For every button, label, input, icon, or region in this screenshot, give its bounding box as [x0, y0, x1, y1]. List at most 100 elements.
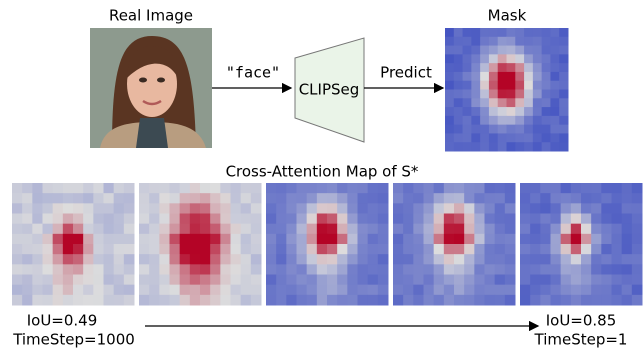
heat-cell [495, 234, 506, 245]
heat-cell [489, 63, 498, 72]
heat-cell [571, 193, 582, 204]
heat-cell [139, 275, 150, 286]
heat-cell [612, 224, 623, 235]
heat-cell [368, 275, 379, 286]
heat-cell [358, 275, 369, 286]
heat-cell [43, 295, 54, 306]
heat-cell [159, 183, 170, 194]
heat-cell [393, 244, 404, 255]
heat-cell [378, 285, 389, 296]
heat-cell [601, 214, 612, 225]
heat-cell [358, 254, 369, 265]
heat-cell [524, 28, 533, 37]
attention-maps [12, 183, 643, 306]
heat-cell [73, 234, 84, 245]
heat-cell [551, 254, 562, 265]
heat-cell [276, 285, 287, 296]
heat-cell [495, 214, 506, 225]
heat-cell [104, 224, 115, 235]
heat-cell [533, 142, 542, 151]
heat-cell [200, 234, 211, 245]
heat-cell [424, 264, 435, 275]
heat-cell [505, 234, 516, 245]
heat-cell [581, 214, 592, 225]
heat-cell [149, 203, 160, 214]
heat-cell [581, 295, 592, 306]
heat-cell [231, 183, 242, 194]
heat-cell [286, 234, 297, 245]
heat-cell [480, 142, 489, 151]
heat-cell [251, 234, 262, 245]
heat-cell [139, 234, 150, 245]
heat-cell [498, 98, 507, 107]
heat-cell [533, 107, 542, 116]
heat-cell [632, 254, 643, 265]
heat-cell [139, 295, 150, 306]
heat-cell [413, 275, 424, 286]
heat-cell [505, 203, 516, 214]
heat-cell [297, 234, 308, 245]
heat-cell [393, 254, 404, 265]
heat-cell [393, 224, 404, 235]
heat-cell [297, 295, 308, 306]
heat-cell [520, 193, 531, 204]
heat-cell [393, 214, 404, 225]
heat-cell [149, 285, 160, 296]
heat-cell [434, 285, 445, 296]
heat-cell [297, 203, 308, 214]
heat-cell [317, 234, 328, 245]
heat-cell [200, 254, 211, 265]
heat-cell [210, 254, 221, 265]
heat-cell [524, 37, 533, 46]
heat-cell [474, 224, 485, 235]
heat-cell [286, 285, 297, 296]
heat-cell [530, 224, 541, 235]
heat-cell [231, 285, 242, 296]
heat-cell [632, 193, 643, 204]
heat-cell [434, 214, 445, 225]
end-timestep: TimeStep=1 [534, 331, 628, 349]
heat-cell [83, 183, 94, 194]
heat-cell [561, 264, 572, 275]
heat-cell [471, 63, 480, 72]
heat-cell [622, 295, 633, 306]
heat-cell [170, 295, 181, 306]
heat-cell [445, 54, 454, 63]
heat-cell [622, 234, 633, 245]
heat-cell [489, 81, 498, 90]
heat-cell [551, 285, 562, 296]
heat-cell [444, 264, 455, 275]
figure: Real Image "face" CLIPSeg Predict Mask C… [0, 0, 644, 349]
heat-cell [22, 203, 33, 214]
heat-cell [170, 234, 181, 245]
heat-cell [434, 203, 445, 214]
heat-cell [104, 244, 115, 255]
heat-cell [170, 203, 181, 214]
heat-cell [571, 254, 582, 265]
heat-cell [220, 275, 231, 286]
heat-cell [200, 275, 211, 286]
heat-cell [317, 285, 328, 296]
heat-cell [347, 234, 358, 245]
heat-cell [498, 133, 507, 142]
heat-cell [463, 81, 472, 90]
heat-cell [251, 183, 262, 194]
heat-cell [53, 203, 64, 214]
heat-cell [495, 203, 506, 214]
heat-cell [114, 183, 125, 194]
heat-cell [489, 90, 498, 99]
heat-cell [434, 244, 445, 255]
heat-cell [190, 254, 201, 265]
heat-cell [454, 98, 463, 107]
heat-cell [378, 244, 389, 255]
heat-cell [464, 275, 475, 286]
heat-cell [251, 295, 262, 306]
heat-cell [32, 295, 43, 306]
heat-cell [317, 244, 328, 255]
heat-cell [170, 244, 181, 255]
heat-cell [43, 214, 54, 225]
heat-cell [434, 183, 445, 194]
heat-cell [297, 285, 308, 296]
heat-cell [200, 285, 211, 296]
heat-cell [403, 244, 414, 255]
